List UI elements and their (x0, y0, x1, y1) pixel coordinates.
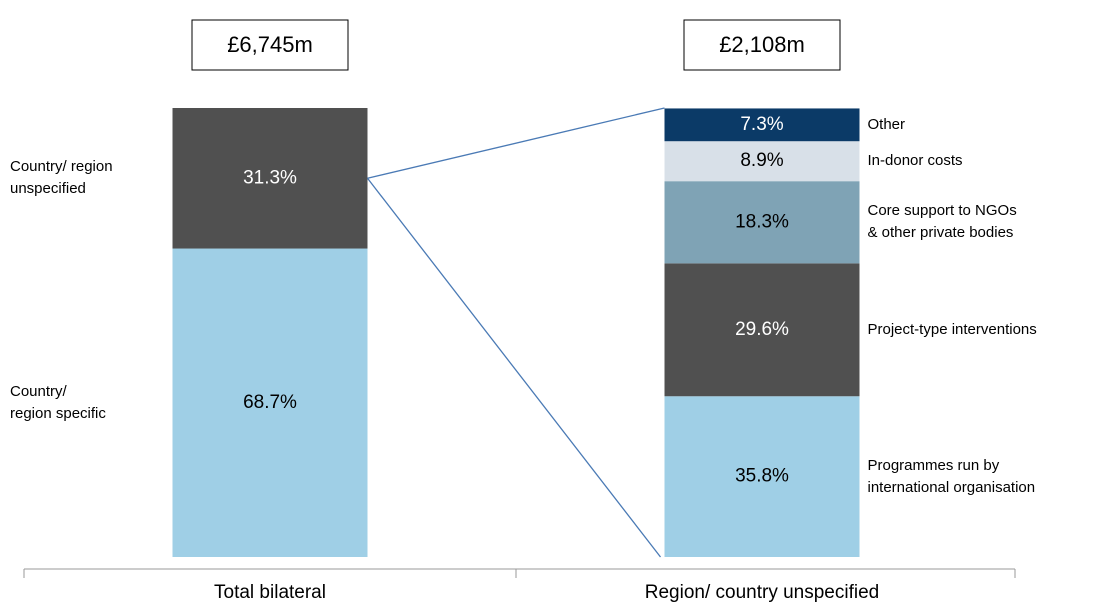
segment-name: Country/ region unspecified (10, 158, 113, 198)
total-label: £6,745m (227, 32, 313, 57)
segment-name: Core support to NGOs & other private bod… (867, 202, 1017, 242)
segment-name: In-donor costs (867, 152, 963, 170)
total-label: £2,108m (719, 32, 805, 57)
value-label: 68.7% (243, 392, 297, 413)
bar-segment (664, 181, 860, 264)
category-label: Total bilateral (214, 582, 326, 603)
segment-name: Project-type interventions (867, 320, 1037, 338)
bar-segment (664, 263, 860, 397)
segment-name: Country/ region specific (10, 382, 106, 422)
segment-name: Other (867, 115, 906, 133)
value-label: 35.8% (735, 466, 789, 487)
segment-name: Programmes run by international organisa… (867, 456, 1036, 496)
bar-segment (664, 141, 860, 182)
bar-segment (664, 108, 860, 142)
bar-segment (172, 108, 368, 249)
connector (366, 177, 662, 558)
total-box (683, 19, 841, 71)
connector (367, 107, 665, 179)
value-label: 31.3% (243, 167, 297, 188)
value-label: 18.3% (735, 211, 789, 232)
value-label: 8.9% (740, 150, 783, 171)
value-label: 7.3% (740, 114, 783, 135)
total-box (191, 19, 349, 71)
value-label: 29.6% (735, 319, 789, 340)
bar-segment (172, 248, 368, 558)
bar-segment (664, 396, 860, 557)
category-label: Region/ country unspecified (645, 582, 879, 603)
